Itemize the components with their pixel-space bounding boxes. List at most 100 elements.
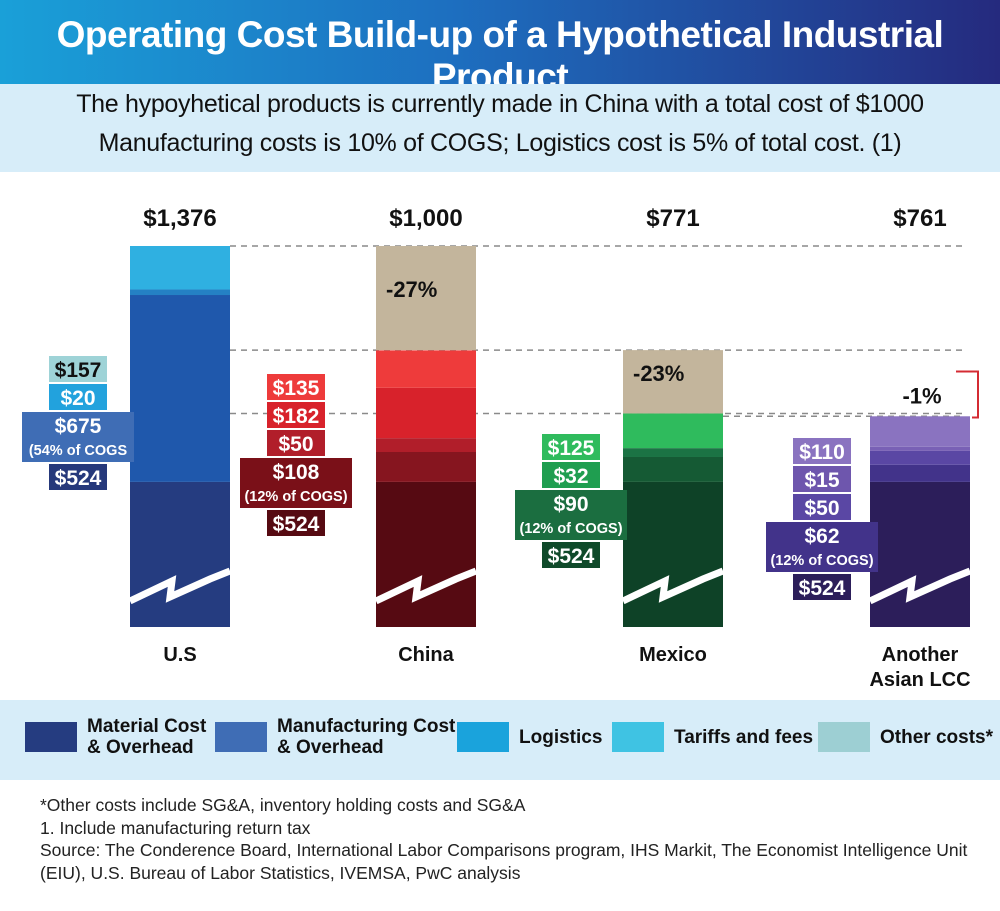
value-label: $110 (799, 441, 845, 464)
value-label: $524 (273, 513, 320, 536)
value-label-box (267, 402, 325, 428)
value-label-box (542, 542, 600, 568)
bar-segment-china-logistics (376, 438, 476, 453)
footnotes: *Other costs include SG&A, inventory hol… (40, 794, 990, 884)
stacked-bar-chart: $1,376 U.S $1,000 China $771 Mexico $761 Anothe… (22, 205, 979, 691)
legend-label: Logistics (519, 727, 603, 748)
source-line-1: Source: The Conderence Board, Internatio… (40, 840, 968, 860)
bar-segment-china-other-costs (376, 350, 476, 388)
value-label-box (267, 430, 325, 456)
legend-label: Tariffs and fees (674, 727, 814, 748)
category-label-another-asian-lcc: Another (882, 644, 959, 666)
bar-segment-mexico-logistics (623, 448, 723, 457)
savings-segment (376, 246, 476, 351)
bar-segment-u-s-material-cost-overhead (130, 481, 230, 627)
axis-break-icon (374, 567, 478, 605)
swatch-logistics-icon (457, 722, 509, 752)
value-label-box (22, 412, 134, 462)
chart-title: Operating Cost Build-up of a Hypothetica… (56, 14, 944, 97)
category-label-china: China (398, 644, 454, 666)
total-label-another-asian-lcc: $761 (893, 205, 946, 232)
value-label: $524 (548, 545, 595, 568)
bar-segment-u-s-logistics (130, 289, 230, 296)
savings-label: -23% (633, 361, 684, 386)
value-label-box (267, 374, 325, 400)
value-label: $15 (804, 469, 839, 492)
savings-label: -27% (386, 277, 437, 302)
value-label-box (542, 462, 600, 488)
legend-label: Material Cost (87, 716, 207, 737)
legend-label: Manufacturing Cost (277, 716, 456, 737)
axis-break-icon (128, 567, 232, 605)
swatch-other-icon (818, 722, 870, 752)
value-label: $524 (55, 467, 102, 490)
swatch-tariffs-icon (612, 722, 664, 752)
chart-area: $1,376 U.S $1,000 China $771 Mexico $761 Anothe… (0, 172, 1000, 700)
bracket-icon (956, 370, 979, 419)
bar-segment-another-asian-lcc-tariffs-and-fees (870, 446, 970, 451)
value-label-box (49, 464, 107, 490)
value-label: $108 (273, 461, 320, 484)
value-label-box (49, 384, 107, 410)
header-banner: Operating Cost Build-up of a Hypothetica… (0, 0, 1000, 97)
category-label-another-asian-lcc: Asian LCC (869, 669, 970, 691)
bar-segment-another-asian-lcc-manufacturing-cost-overhead (870, 464, 970, 482)
category-label-u-s: U.S (163, 644, 196, 666)
bar-segment-mexico-material-cost-overhead (623, 481, 723, 627)
legend-label: & Overhead (277, 737, 384, 758)
value-label: $135 (273, 377, 320, 400)
source-line-2: (EIU), U.S. Bureau of Labor Statistics, … (40, 862, 521, 883)
bar-segment-another-asian-lcc-other-costs (870, 416, 970, 447)
value-label: $675 (55, 415, 102, 438)
footnote-other-costs: *Other costs include SG&A, inventory hol… (40, 795, 526, 815)
value-label-box (793, 494, 851, 520)
value-label: $524 (799, 577, 846, 600)
bar-segment-another-asian-lcc-material-cost-overhead (870, 481, 970, 627)
subtitle-band: The hypoyhetical products is currently m… (0, 84, 1000, 172)
bar-segment-another-asian-lcc-logistics (870, 450, 970, 465)
value-label-box (793, 466, 851, 492)
axis-break-icon (621, 567, 725, 605)
total-label-u-s: $1,376 (143, 205, 216, 232)
bar-segment-china-tariffs-and-fees (376, 387, 476, 439)
axis-break-icon (868, 567, 972, 605)
value-label-box (793, 438, 851, 464)
footnote-1: 1. Include manufacturing return tax (40, 817, 311, 838)
value-label: $125 (548, 437, 595, 460)
category-label-mexico: Mexico (639, 644, 707, 666)
savings-label: -1% (902, 384, 941, 409)
total-label-china: $1,000 (389, 205, 462, 232)
legend-label: Other costs* (880, 727, 993, 748)
savings-segment (623, 350, 723, 414)
bar-segment-u-s-manufacturing-cost-overhead (130, 295, 230, 482)
bar-segment-china-material-cost-overhead (376, 481, 476, 627)
value-label: $20 (60, 387, 95, 410)
value-label-box (49, 356, 107, 382)
swatch-manufacturing-icon (215, 722, 267, 752)
value-label-box (793, 574, 851, 600)
total-label-mexico: $771 (646, 205, 699, 232)
value-label-box (240, 458, 352, 508)
legend: Material Cost & Overhead Manufacturing Co… (0, 700, 1000, 780)
value-label-box (766, 522, 878, 572)
value-label-note: (12% of COGS) (244, 489, 347, 505)
value-label: $50 (804, 497, 839, 520)
value-label: $157 (55, 359, 102, 382)
subtitle-line-1: The hypoyhetical products is currently m… (76, 90, 924, 118)
value-label: $90 (553, 493, 588, 516)
legend-label: & Overhead (87, 737, 194, 758)
value-label-note: (12% of COGS) (770, 553, 873, 569)
value-label-box (267, 510, 325, 536)
value-label: $182 (273, 405, 320, 428)
bar-segment-mexico-other-costs (623, 413, 723, 449)
value-label-box (542, 434, 600, 460)
subtitle-line-2: Manufacturing costs is 10% of COGS; Logi… (98, 129, 902, 157)
value-label: $32 (553, 465, 588, 488)
value-label: $62 (804, 525, 839, 548)
bar-segment-u-s-other-costs (130, 246, 230, 290)
value-label-note: (54% of COGS (29, 443, 128, 459)
bar-segment-mexico-manufacturing-cost-overhead (623, 456, 723, 482)
bar-segment-china-manufacturing-cost-overhead (376, 452, 476, 482)
value-label: $50 (278, 433, 313, 456)
value-label-note: (12% of COGS) (519, 521, 622, 537)
